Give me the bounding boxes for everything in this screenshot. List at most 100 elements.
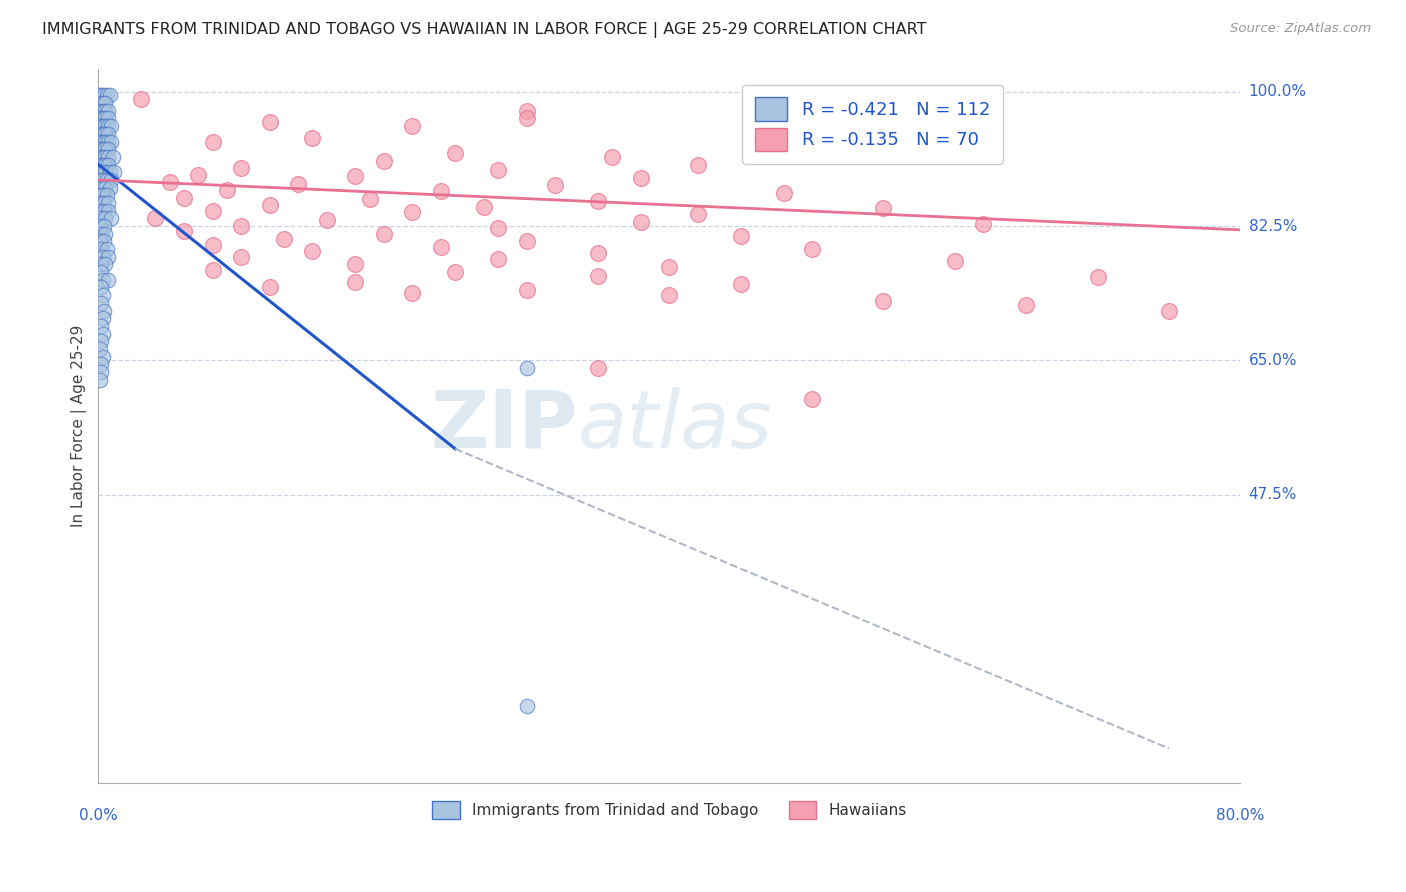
Point bbox=[89, 88, 111, 103]
Point bbox=[91, 250, 114, 264]
Point bbox=[444, 146, 467, 161]
Point bbox=[97, 119, 120, 133]
Point bbox=[586, 194, 609, 208]
Point bbox=[516, 283, 538, 297]
Text: 65.0%: 65.0% bbox=[1249, 353, 1298, 368]
Text: IMMIGRANTS FROM TRINIDAD AND TOBAGO VS HAWAIIAN IN LABOR FORCE | AGE 25-29 CORRE: IMMIGRANTS FROM TRINIDAD AND TOBAGO VS H… bbox=[42, 22, 927, 38]
Point bbox=[772, 186, 794, 200]
Point bbox=[229, 219, 252, 233]
Point bbox=[801, 242, 824, 256]
Point bbox=[89, 219, 111, 233]
Point bbox=[430, 240, 453, 254]
Point bbox=[90, 296, 112, 310]
Point bbox=[516, 103, 538, 118]
Point bbox=[93, 303, 115, 318]
Point bbox=[89, 142, 111, 156]
Point bbox=[1015, 298, 1038, 312]
Point bbox=[90, 242, 112, 256]
Point bbox=[401, 119, 423, 133]
Point bbox=[91, 188, 114, 202]
Point bbox=[89, 150, 111, 164]
Point bbox=[686, 207, 709, 221]
Point bbox=[94, 103, 117, 118]
Point bbox=[472, 200, 495, 214]
Point bbox=[630, 170, 652, 185]
Point bbox=[93, 235, 115, 249]
Point bbox=[658, 288, 681, 302]
Point bbox=[94, 112, 117, 126]
Point bbox=[516, 699, 538, 714]
Point bbox=[287, 177, 309, 191]
Point bbox=[91, 288, 114, 302]
Point bbox=[101, 150, 124, 164]
Point bbox=[344, 169, 367, 183]
Point bbox=[97, 273, 120, 287]
Point bbox=[872, 293, 894, 308]
Point bbox=[90, 365, 112, 379]
Point bbox=[201, 262, 224, 277]
Point bbox=[90, 196, 112, 211]
Point bbox=[89, 203, 111, 218]
Point bbox=[259, 280, 281, 294]
Point bbox=[430, 185, 453, 199]
Point bbox=[97, 157, 120, 171]
Point bbox=[91, 135, 114, 149]
Point bbox=[100, 173, 122, 187]
Point bbox=[100, 135, 122, 149]
Point bbox=[630, 215, 652, 229]
Point bbox=[89, 119, 111, 133]
Point bbox=[93, 196, 115, 211]
Point bbox=[96, 242, 118, 256]
Point bbox=[872, 202, 894, 216]
Point bbox=[90, 334, 112, 349]
Point bbox=[229, 250, 252, 264]
Text: 47.5%: 47.5% bbox=[1249, 487, 1296, 502]
Point bbox=[373, 153, 395, 168]
Point bbox=[90, 318, 112, 333]
Point bbox=[145, 211, 167, 226]
Point bbox=[259, 115, 281, 129]
Point bbox=[344, 257, 367, 271]
Point bbox=[201, 135, 224, 149]
Point bbox=[91, 142, 114, 156]
Text: 80.0%: 80.0% bbox=[1216, 808, 1264, 823]
Point bbox=[943, 253, 966, 268]
Point bbox=[89, 180, 111, 194]
Point bbox=[91, 173, 114, 187]
Point bbox=[89, 103, 111, 118]
Point bbox=[94, 135, 117, 149]
Point bbox=[301, 130, 323, 145]
Point bbox=[94, 150, 117, 164]
Point bbox=[93, 88, 115, 103]
Point bbox=[516, 235, 538, 249]
Point bbox=[89, 96, 111, 111]
Point bbox=[91, 112, 114, 126]
Point bbox=[89, 165, 111, 179]
Text: atlas: atlas bbox=[578, 387, 773, 465]
Point bbox=[686, 157, 709, 171]
Point bbox=[91, 311, 114, 326]
Point bbox=[315, 212, 337, 227]
Point bbox=[486, 221, 509, 235]
Point bbox=[97, 142, 120, 156]
Point bbox=[94, 165, 117, 179]
Point bbox=[273, 232, 295, 246]
Point bbox=[373, 227, 395, 241]
Point bbox=[516, 361, 538, 376]
Point bbox=[91, 165, 114, 179]
Point bbox=[97, 196, 120, 211]
Point bbox=[96, 88, 118, 103]
Point bbox=[90, 280, 112, 294]
Point bbox=[586, 246, 609, 260]
Point bbox=[229, 161, 252, 176]
Point bbox=[94, 96, 117, 111]
Point bbox=[173, 191, 195, 205]
Point bbox=[215, 183, 238, 197]
Point bbox=[97, 112, 120, 126]
Point bbox=[89, 157, 111, 171]
Point bbox=[91, 350, 114, 364]
Point bbox=[129, 92, 152, 106]
Point bbox=[90, 211, 112, 226]
Point bbox=[91, 157, 114, 171]
Point bbox=[801, 392, 824, 406]
